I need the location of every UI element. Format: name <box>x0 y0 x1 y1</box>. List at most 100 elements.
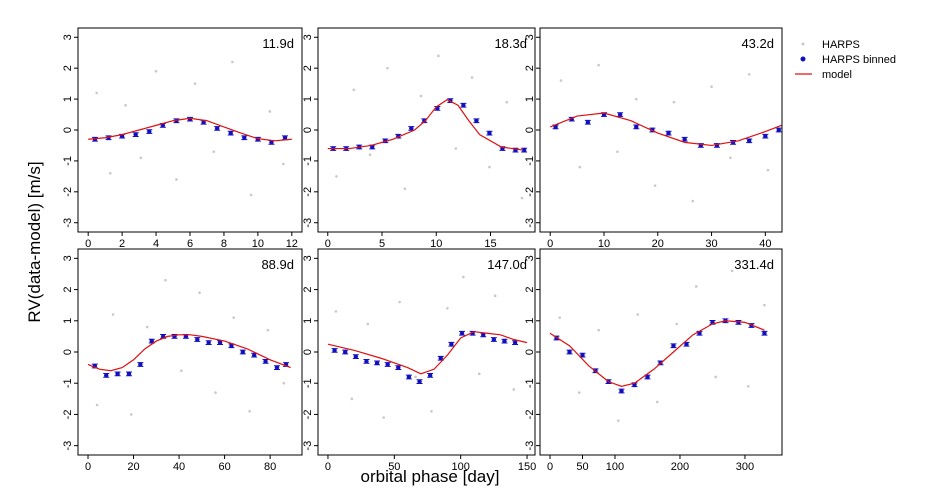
model-line <box>88 117 292 142</box>
binned-point <box>746 138 752 144</box>
raw-point <box>386 66 389 70</box>
binned-point <box>438 356 443 361</box>
period-label: 11.9d <box>262 36 294 51</box>
y-tick-label: -2 <box>524 187 536 197</box>
y-tick-label: -3 <box>524 441 536 451</box>
raw-point <box>214 391 217 394</box>
raw-point <box>694 285 698 288</box>
raw-point <box>714 375 718 379</box>
model-line <box>327 331 528 375</box>
y-tick-label: 0 <box>62 349 74 355</box>
raw-point <box>653 184 657 187</box>
raw-point <box>124 103 127 107</box>
x-tick-label: 10 <box>598 238 610 250</box>
binned-point <box>449 341 454 347</box>
binned-point <box>666 130 671 136</box>
raw-point <box>430 410 433 413</box>
legend-swatch <box>800 56 806 62</box>
y-tick-label: -1 <box>524 156 536 166</box>
y-tick-label: -1 <box>302 378 314 388</box>
x-tick-label: 0 <box>547 461 553 473</box>
binned-point <box>487 130 492 136</box>
raw-point <box>95 403 99 407</box>
raw-point <box>350 397 354 401</box>
x-tick-label: 100 <box>606 461 624 473</box>
y-tick-label: 0 <box>524 349 536 355</box>
binned-point <box>684 341 689 347</box>
y-tick-label: -2 <box>524 410 536 420</box>
plot-frame <box>77 248 303 456</box>
binned-point <box>502 338 507 344</box>
raw-point <box>577 391 581 394</box>
y-tick-label: -2 <box>62 187 74 197</box>
x-tick-label: 15 <box>484 238 496 250</box>
x-tick-label: 30 <box>705 238 717 250</box>
x-tick-label: 200 <box>671 461 689 473</box>
binned-point <box>251 352 257 358</box>
y-tick-label: 2 <box>524 65 536 71</box>
binned-point <box>206 340 211 345</box>
raw-point <box>691 199 695 203</box>
raw-point <box>437 54 440 58</box>
raw-point <box>747 73 751 76</box>
raw-point <box>597 328 601 332</box>
y-axis-label: RV(data-model) [m/s] <box>25 161 44 322</box>
y-tick-label: 1 <box>302 96 314 102</box>
raw-point <box>180 369 183 373</box>
binned-point <box>374 360 380 366</box>
plot-area <box>88 60 292 197</box>
x-tick-label: 5 <box>379 238 385 250</box>
binned-point <box>126 371 132 377</box>
raw-point <box>231 60 234 64</box>
raw-point <box>559 79 563 82</box>
binned-point <box>512 340 518 345</box>
binned-point <box>762 331 767 336</box>
y-tick-label: 2 <box>302 65 314 71</box>
binned-point <box>269 140 274 145</box>
binned-point <box>619 388 624 394</box>
raw-point <box>366 322 370 326</box>
y-tick-label: 1 <box>524 96 536 102</box>
y-tick-label: 3 <box>302 34 314 40</box>
binned-point <box>263 359 268 364</box>
x-tick-label: 80 <box>264 461 276 473</box>
raw-point <box>597 63 600 67</box>
raw-point <box>193 82 197 85</box>
binned-point <box>149 338 154 344</box>
raw-point <box>578 165 582 169</box>
binned-point <box>104 373 109 378</box>
raw-point <box>493 294 497 298</box>
y-tick-label: -2 <box>302 187 314 197</box>
raw-point <box>710 85 713 89</box>
raw-point <box>198 291 201 294</box>
y-tick-label: 1 <box>524 318 536 324</box>
y-tick-label: -3 <box>62 218 74 228</box>
raw-point <box>414 375 417 379</box>
raw-point <box>419 94 423 98</box>
binned-point <box>217 340 223 345</box>
raw-point <box>403 187 407 191</box>
binned-point <box>353 354 359 359</box>
raw-point <box>470 76 474 79</box>
x-tick-label: 150 <box>518 461 536 473</box>
plot-area <box>549 63 782 203</box>
model-line <box>549 320 765 387</box>
binned-point <box>201 120 206 125</box>
y-tick-label: 1 <box>62 96 74 102</box>
binned-point <box>229 343 234 348</box>
y-tick-label: 3 <box>302 255 314 261</box>
x-tick-label: 100 <box>451 461 469 473</box>
y-tick-label: -1 <box>62 156 74 166</box>
legend-label: HARPS <box>822 39 860 51</box>
binned-point <box>682 137 687 142</box>
binned-point <box>585 120 591 125</box>
raw-point <box>730 269 734 273</box>
y-tick-label: 0 <box>302 349 314 355</box>
binned-point <box>481 332 486 338</box>
binned-point <box>343 349 348 355</box>
binned-point <box>385 362 390 367</box>
binned-point <box>396 365 401 370</box>
binned-point <box>274 365 280 370</box>
x-tick-label: 0 <box>547 238 553 250</box>
